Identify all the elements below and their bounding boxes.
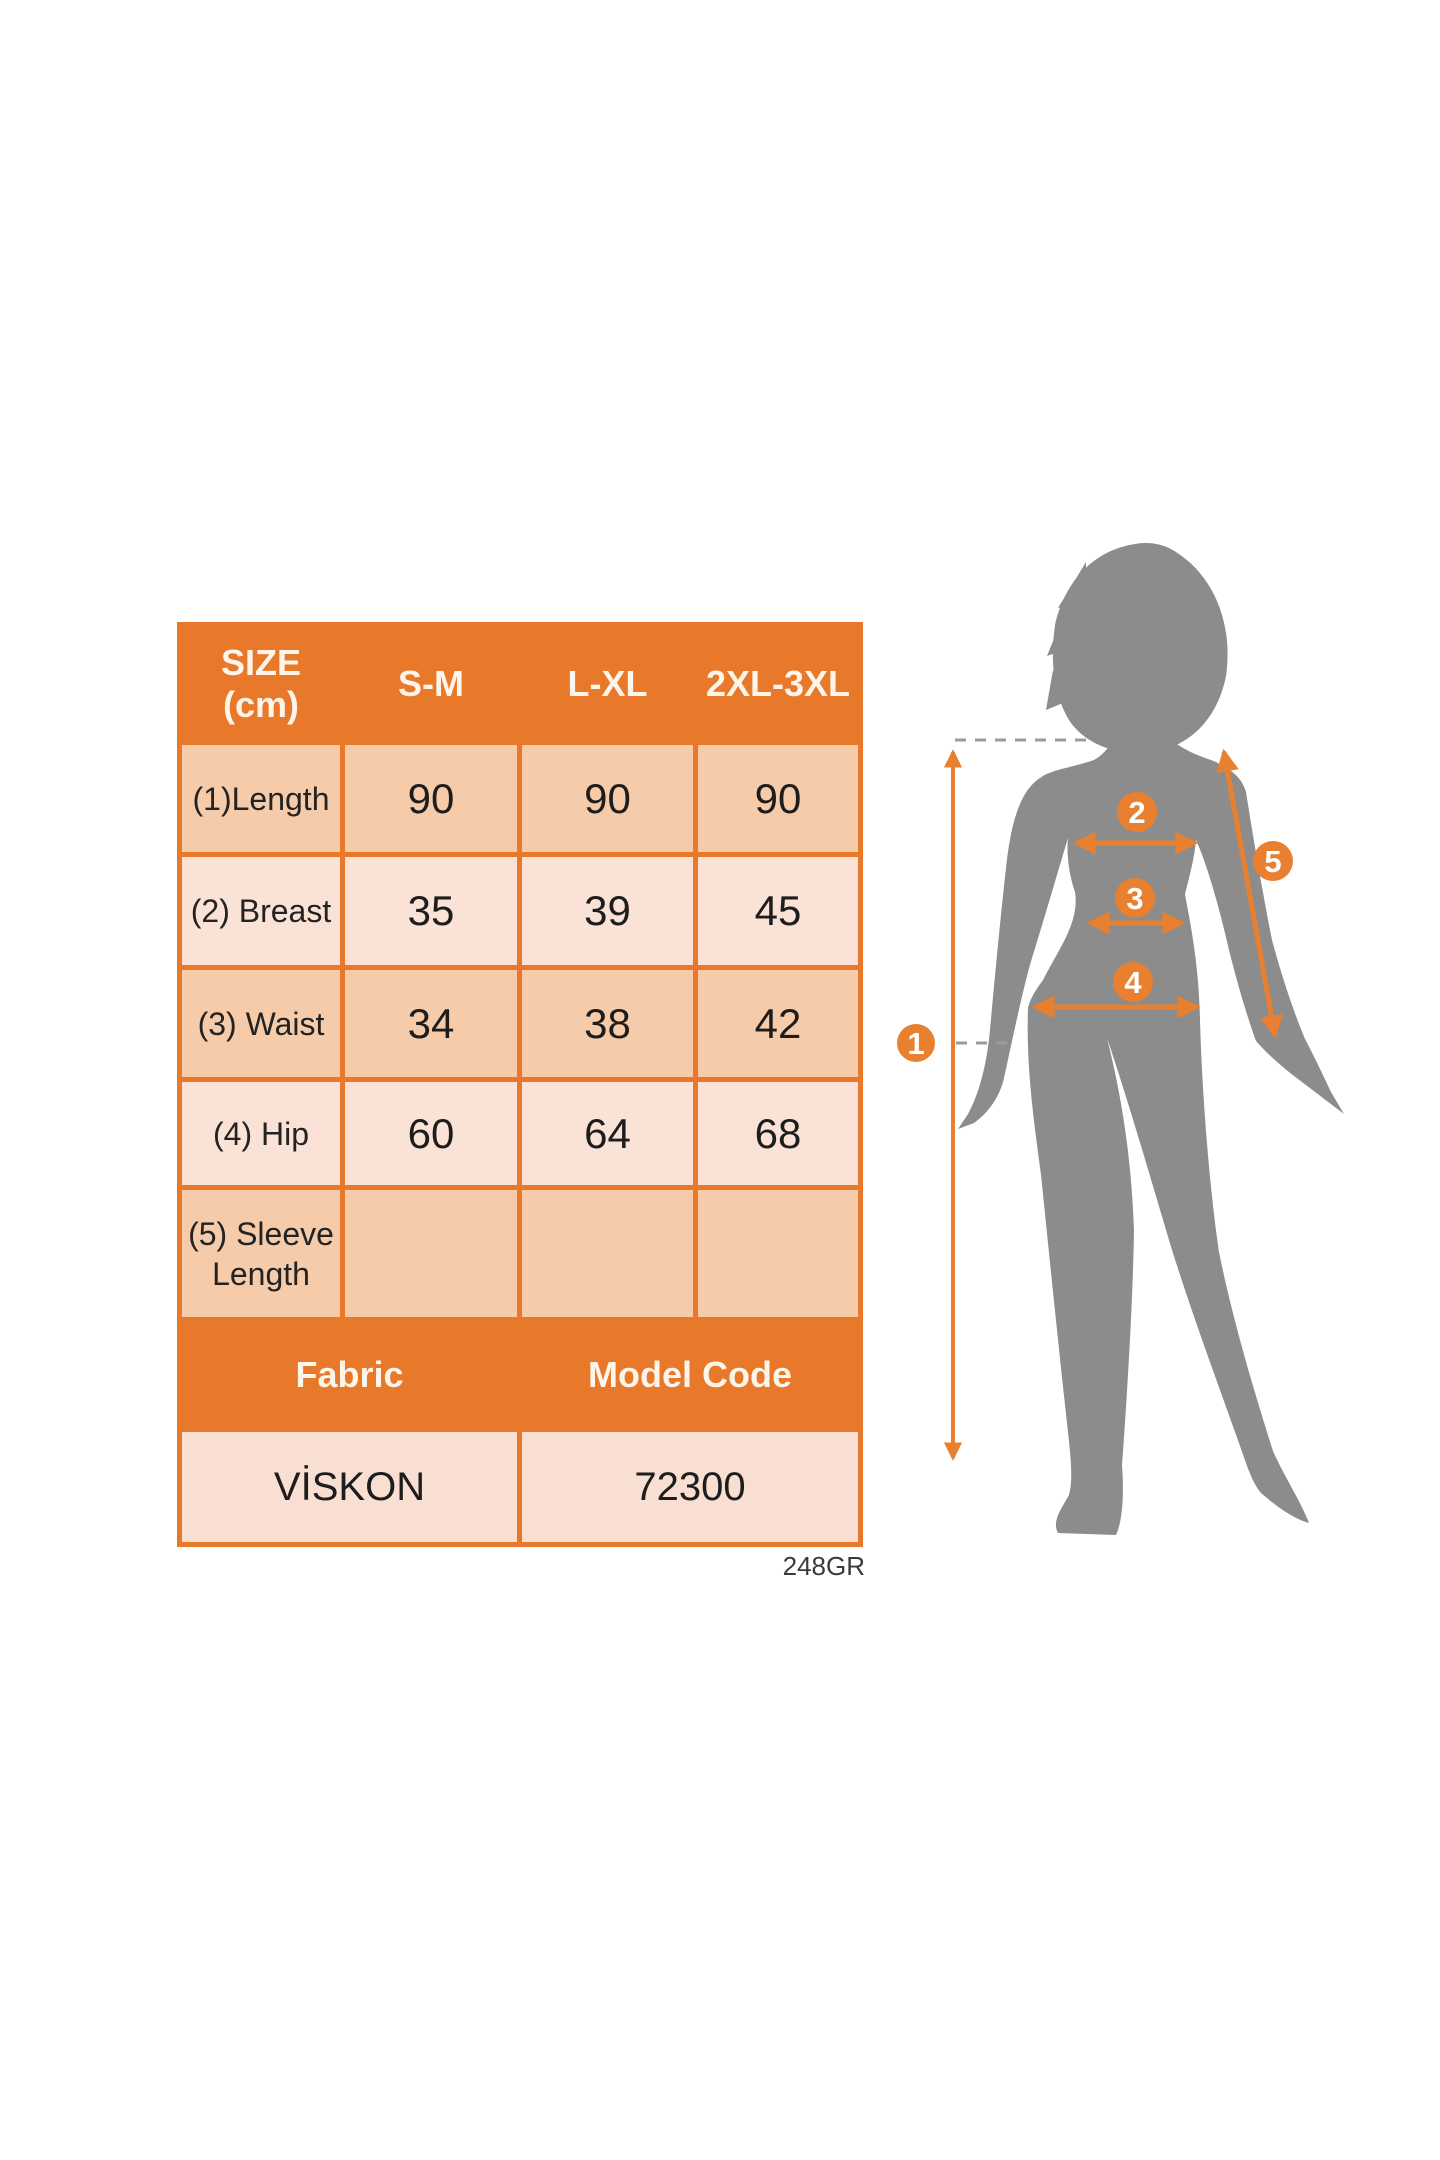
table-row-sleeve: (5) Sleeve Length [177,1185,863,1322]
hip-s-m: 60 [340,1077,522,1190]
table-row-waist: (3) Waist 34 38 42 [177,965,863,1082]
hip-2xl-3xl: 68 [693,1077,863,1190]
bubble-4-number: 4 [1124,965,1142,1000]
sleeve-arrow [1216,748,1283,1039]
breast-s-m: 35 [340,852,522,970]
bubble-1-circle [897,1024,935,1062]
bubble-1-number: 1 [907,1026,924,1061]
sleeve-s-m [340,1185,522,1322]
sleeve-l-xl [517,1185,698,1322]
row-label-length: (1)Length [177,740,345,857]
model-code-header: Model Code [517,1317,863,1432]
bubble-4-circle [1113,962,1153,1002]
silhouette-head [1052,543,1228,753]
row-label-sleeve: (5) Sleeve Length [177,1185,345,1322]
col-header-2xl-3xl: 2XL-3XL [693,622,863,745]
table-row-length: (1)Length 90 90 90 [177,740,863,857]
table-header-row: SIZE (cm) S-M L-XL 2XL-3XL [177,622,863,745]
measurement-figure: 1 2 3 4 5 [897,543,1344,1535]
bubble-2-number: 2 [1128,795,1145,830]
silhouette-hair-wisps [1046,562,1086,710]
bubble-5-circle [1253,841,1293,881]
measure-bubble-2: 2 [1117,792,1157,832]
row-label-breast: (2) Breast [177,852,345,970]
woman-silhouette [958,543,1344,1535]
bubble-3-number: 3 [1126,881,1143,916]
bubble-2-circle [1117,792,1157,832]
length-s-m: 90 [340,740,522,857]
row-label-hip: (4) Hip [177,1077,345,1190]
waist-s-m: 34 [340,965,522,1082]
waist-l-xl: 38 [517,965,698,1082]
waist-2xl-3xl: 42 [693,965,863,1082]
bubble-5-number: 5 [1264,844,1281,879]
breast-l-xl: 39 [517,852,698,970]
weight-note: 248GR [782,1551,865,1581]
fabric-value: VİSKON [177,1427,522,1547]
table-row-breast: (2) Breast 35 39 45 [177,852,863,970]
table-row-hip: (4) Hip 60 64 68 [177,1077,863,1190]
size-cm-header: SIZE (cm) [177,622,345,745]
sleeve-2xl-3xl [693,1185,863,1322]
length-2xl-3xl: 90 [693,740,863,857]
fabric-header: Fabric [177,1317,522,1432]
measure-bubble-5: 5 [1253,841,1293,881]
col-header-l-xl: L-XL [517,622,698,745]
hip-l-xl: 64 [517,1077,698,1190]
measure-bubble-3: 3 [1115,878,1155,918]
col-header-s-m: S-M [340,622,522,745]
row-label-waist: (3) Waist [177,965,345,1082]
model-code-value: 72300 [517,1427,863,1547]
measure-bubble-1: 1 [897,1024,935,1062]
breast-2xl-3xl: 45 [693,852,863,970]
length-l-xl: 90 [517,740,698,857]
bubble-3-circle [1115,878,1155,918]
measure-bubble-4: 4 [1113,962,1153,1002]
table-footer-header-row: Fabric Model Code [177,1317,863,1432]
size-table: SIZE (cm) S-M L-XL 2XL-3XL (1)Length 90 … [177,622,863,1547]
table-footer-values-row: VİSKON 72300 [177,1427,863,1547]
